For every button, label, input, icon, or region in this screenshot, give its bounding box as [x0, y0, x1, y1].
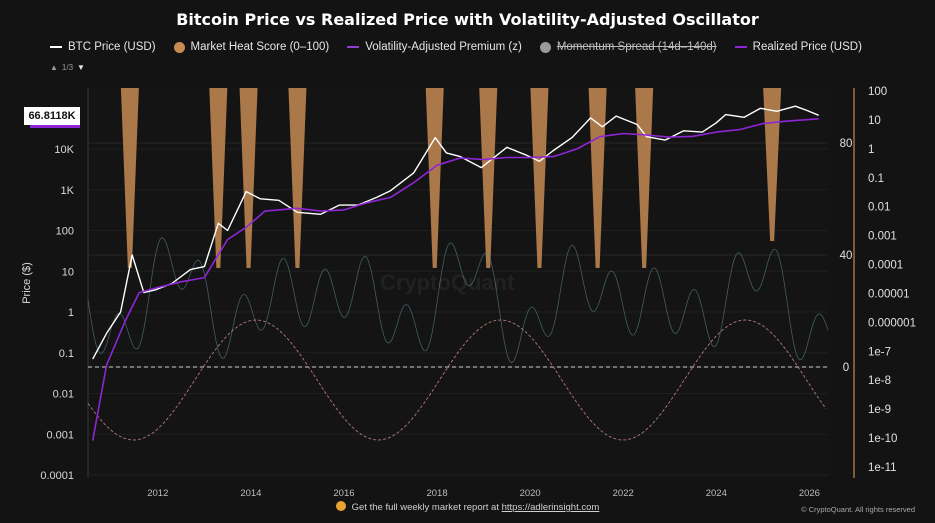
- x-tick-label: 2026: [799, 488, 820, 499]
- btc-price-line: [92, 105, 819, 360]
- y-left-axis-label: Price ($): [21, 262, 33, 304]
- copyright: © CryptoQuant. All rights reserved: [801, 505, 915, 514]
- legend-label: BTC Price (USD): [68, 41, 156, 53]
- legend-label: Volatility-Adjusted Premium (z): [365, 41, 522, 53]
- market-heat-spike: [530, 88, 549, 268]
- legend-item-momentum-spread[interactable]: Momentum Spread (14d–140d): [539, 41, 717, 53]
- y-left-tick-label: 0.001: [46, 429, 74, 441]
- pager-label: 1/3: [61, 63, 74, 72]
- y-left-tick-label: 10: [62, 266, 74, 278]
- footer-text: Get the full weekly market report at: [351, 502, 499, 513]
- premium-dashed-line: [87, 319, 827, 441]
- legend-item-btc-price[interactable]: BTC Price (USD): [50, 41, 156, 53]
- legend-item-market-heat[interactable]: Market Heat Score (0–100): [173, 41, 330, 53]
- oscillator-line: [87, 237, 829, 364]
- y-left-tick-label: 0.01: [53, 389, 74, 401]
- legend-item-realized-price[interactable]: Realized Price (USD): [734, 41, 862, 53]
- x-tick-label: 2018: [426, 488, 447, 499]
- y-right-tick-label: 1e-8: [868, 375, 891, 387]
- market-heat-spike: [588, 88, 607, 268]
- y-left-tick-label: 0.0001: [40, 470, 74, 482]
- y-left-tick-label: 0.1: [59, 348, 74, 360]
- realized-price-line: [91, 118, 819, 441]
- plot-area: [88, 88, 828, 478]
- legend-dot-icon: [173, 41, 185, 53]
- watermark: CryptoQuant: [380, 270, 515, 295]
- page-up-icon[interactable]: ▲: [50, 63, 58, 72]
- chart-title: Bitcoin Price vs Realized Price with Vol…: [176, 10, 759, 29]
- market-heat-spike: [425, 88, 444, 268]
- y-right-tick-label: 1: [868, 144, 874, 156]
- y-right-tick-label: 1e-7: [868, 346, 891, 358]
- legend-item-vol-premium[interactable]: Volatility-Adjusted Premium (z): [347, 41, 522, 53]
- y-right-tick-label: 0.01: [868, 202, 890, 214]
- x-tick-label: 2020: [520, 488, 541, 499]
- legend-dot-icon: [539, 41, 551, 53]
- footer-link[interactable]: https://adlerinsight.com: [501, 502, 600, 513]
- y-right-tick-label: 1e-10: [868, 433, 897, 445]
- legend-label: Momentum Spread (14d–140d): [556, 41, 717, 53]
- y-left-tick-label: 1: [68, 307, 74, 319]
- market-heat-spike: [239, 88, 258, 268]
- legend-line-icon: [347, 46, 360, 48]
- y-right-tick-label: 0.1: [868, 173, 884, 185]
- x-tick-label: 2012: [147, 488, 168, 499]
- legend-pager: ▲ 1/3 ▼: [50, 63, 85, 72]
- market-heat-spike: [120, 88, 139, 268]
- y-right-tick-label: 0.000001: [868, 317, 916, 329]
- footer: Get the full weekly market report at htt…: [0, 501, 935, 513]
- legend-label: Realized Price (USD): [752, 41, 862, 53]
- current-price-tag: 66.8118K: [24, 107, 80, 125]
- y-right-tick-label: 0.0001: [868, 260, 903, 272]
- page-down-icon[interactable]: ▼: [77, 63, 85, 72]
- legend-line-icon: [50, 46, 62, 48]
- y-left-tick-label: 1K: [61, 185, 75, 197]
- y-mid-tick-label: 80: [840, 138, 853, 150]
- legend-label: Market Heat Score (0–100): [190, 41, 330, 53]
- y-right-tick-label: 0.00001: [868, 288, 910, 300]
- legend-line-icon: [734, 46, 747, 48]
- y-right-tick-label: 1e-9: [868, 404, 891, 416]
- market-heat-spike: [209, 88, 228, 268]
- x-tick-label: 2016: [333, 488, 354, 499]
- x-tick-label: 2022: [613, 488, 634, 499]
- y-left-tick-label: 10K: [54, 144, 74, 156]
- current-price-marker: [30, 125, 80, 128]
- x-tick-label: 2024: [706, 488, 727, 499]
- legend: BTC Price (USD) Market Heat Score (0–100…: [50, 41, 862, 53]
- y-right-tick-label: 100: [868, 86, 887, 98]
- y-mid-tick-label: 0: [843, 362, 849, 374]
- y-mid-tick-label: 40: [840, 250, 853, 262]
- y-right-tick-label: 1e-11: [868, 462, 897, 474]
- market-heat-spike: [479, 88, 498, 268]
- y-right-tick-label: 0.001: [868, 231, 897, 243]
- market-heat-spike: [763, 88, 782, 241]
- x-tick-label: 2014: [240, 488, 261, 499]
- coin-icon: [335, 501, 346, 511]
- y-right-tick-label: 10: [868, 115, 881, 127]
- market-heat-spike: [635, 88, 654, 268]
- y-left-tick-label: 100: [56, 226, 74, 238]
- market-heat-spike: [288, 88, 307, 268]
